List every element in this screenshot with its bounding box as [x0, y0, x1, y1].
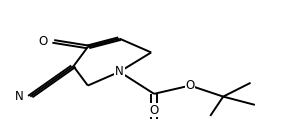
Text: N: N: [115, 65, 124, 78]
Text: O: O: [185, 79, 195, 92]
Text: O: O: [149, 104, 159, 117]
Text: N: N: [15, 90, 24, 103]
Text: O: O: [38, 35, 48, 48]
